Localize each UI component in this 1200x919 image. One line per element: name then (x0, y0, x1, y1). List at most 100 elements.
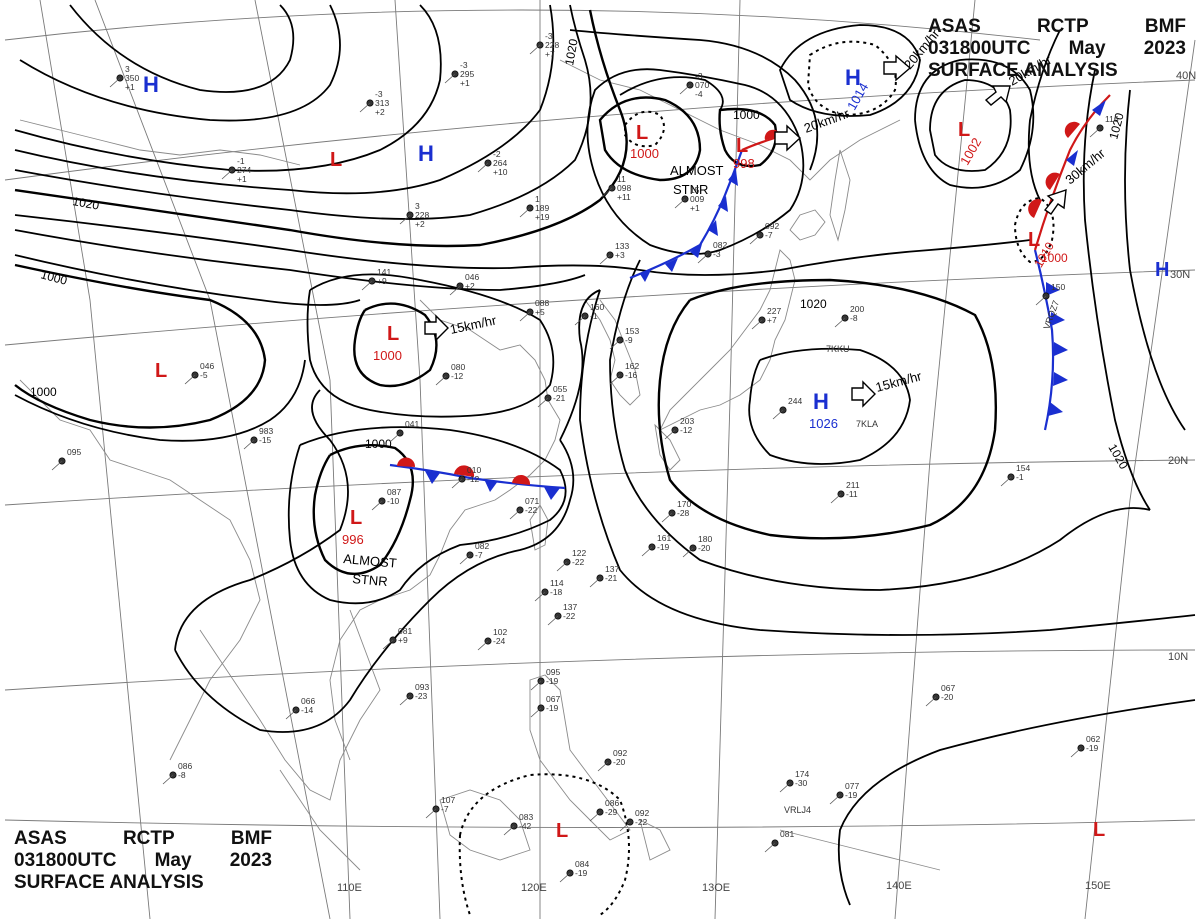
isobar (174, 439, 575, 733)
station-value: +9 (377, 276, 387, 286)
isobar (14, 214, 1031, 276)
wind-barb (109, 77, 121, 88)
station-plot: 082-7 (459, 541, 489, 565)
station-plot: 084-19 (559, 859, 589, 883)
wind-barb (547, 615, 559, 626)
cold-front-barb (1046, 282, 1060, 296)
station-plot: 170-28 (661, 499, 691, 523)
meridian-140e (894, 0, 976, 919)
wind-barb (772, 409, 784, 420)
low-center: L (387, 323, 399, 345)
station-value: 084 (575, 859, 589, 869)
isobar (598, 96, 702, 182)
cold-front-east (1033, 249, 1055, 431)
latitude-label: 10N (1168, 651, 1188, 663)
station-plot: 153-9 (609, 326, 639, 350)
cold-front-north (629, 149, 744, 280)
station-plot: 141+9 (361, 267, 391, 291)
station-plot: 095-19 (530, 667, 560, 691)
meridian-left (39, 0, 151, 919)
wind-barb (371, 500, 383, 511)
station-plot: 095 (51, 447, 81, 471)
station-value: +7 (767, 315, 777, 325)
motion-arrow (1043, 188, 1067, 215)
station-value: 211 (846, 480, 860, 490)
isobar (14, 9, 628, 248)
station-value: -24 (493, 636, 506, 646)
wind-barb (597, 761, 609, 772)
isobar (657, 278, 998, 540)
isobar (1082, 69, 1151, 511)
longitude-labels: 110E 120E 13OE 140E 150E (337, 880, 1111, 894)
station-value: -1 (237, 156, 245, 166)
station-plot: 137-22 (547, 602, 577, 626)
isobar-label: 1000 (30, 385, 57, 399)
station-value: -20 (941, 692, 954, 702)
station-value: -11 (846, 489, 858, 499)
isobar (837, 699, 1196, 906)
isobar (914, 58, 1035, 189)
isobar-label: 1000 (1041, 251, 1068, 265)
station-value: 162 (625, 361, 639, 371)
station-plot: 093-23 (399, 682, 429, 706)
station-value: 092 (765, 221, 779, 231)
parallel-30n (4, 269, 1196, 346)
isobar (586, 68, 805, 255)
wind-barb (534, 591, 546, 602)
station-plot: 081 (764, 829, 794, 853)
station-plot: 086-29 (589, 798, 619, 822)
motion-arrow (851, 380, 876, 408)
dashed-isobar (459, 773, 630, 916)
low-center: L (556, 820, 568, 842)
isobars (14, 4, 1196, 906)
station-value: 081 (398, 626, 412, 636)
station-value: -3 (545, 31, 553, 41)
wind-barb (925, 696, 937, 707)
station-value: 160 (590, 302, 604, 312)
station-value: -8 (178, 770, 186, 780)
warm-front-bump (512, 474, 531, 485)
isobar (14, 4, 442, 172)
station-value: -20 (698, 543, 711, 553)
wind-barb (451, 478, 463, 489)
isobar (14, 229, 586, 291)
isobar (14, 254, 361, 306)
station-value: 082 (475, 541, 489, 551)
station-value: +2 (415, 219, 425, 229)
coast-indochina (199, 609, 381, 801)
station-value: 983 (259, 426, 273, 436)
station-plot: 086-8 (162, 761, 192, 785)
isobar-label: 1020 (800, 297, 827, 311)
station-plot: 062-19 (1070, 734, 1100, 758)
isobar (559, 289, 601, 441)
longitude-label: 13OE (702, 882, 730, 894)
station-plot: 081+9 (382, 626, 412, 650)
coast-japan (658, 249, 796, 432)
isobar (287, 426, 567, 605)
station-value: 11 (617, 174, 626, 184)
station-value: 189 (535, 203, 549, 213)
station-value: 055 (553, 384, 567, 394)
stationary-note: ALMOST (670, 163, 724, 178)
latitude-label: 30N (1170, 269, 1190, 281)
wind-barb (382, 639, 394, 650)
station-value: -21 (605, 573, 618, 583)
station-value: 082 (713, 240, 727, 250)
coast-philippines (529, 674, 631, 841)
wind-barb (556, 561, 568, 572)
wind-barb (830, 493, 842, 504)
wind-barb (503, 825, 515, 836)
station-plot: 161-19 (641, 533, 671, 557)
meridian-110e (254, 0, 351, 919)
isobar-label: 1020 (71, 194, 100, 212)
low-center: L (1028, 229, 1040, 251)
station-value: 161 (657, 533, 671, 543)
station-value: 067 (546, 694, 560, 704)
wind-barb (477, 640, 489, 651)
motion-arrows (424, 54, 1067, 408)
station-value: 046 (200, 361, 214, 371)
